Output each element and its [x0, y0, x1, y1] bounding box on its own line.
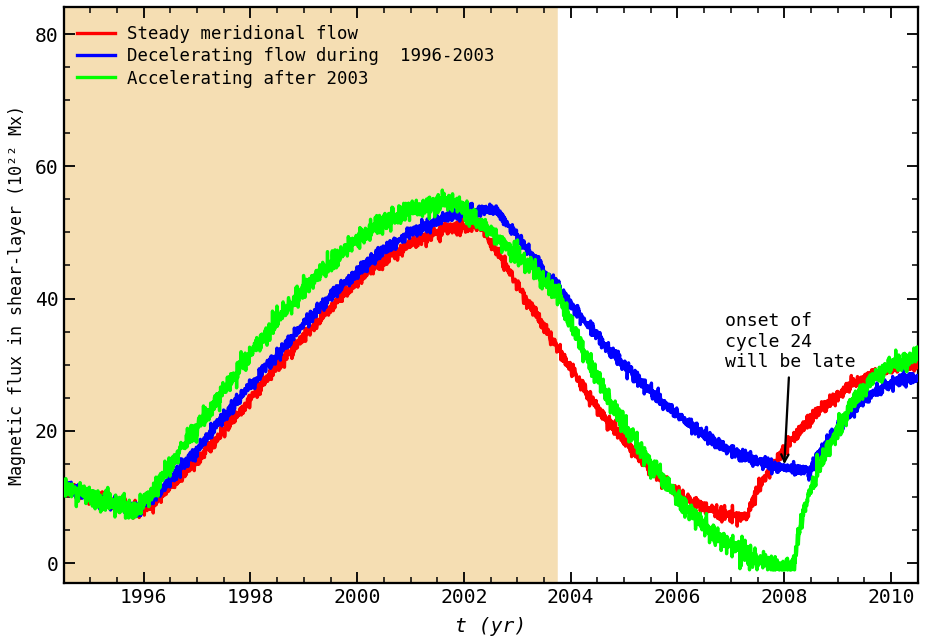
Bar: [64, 8, 557, 583]
Y-axis label: Magnetic flux in shear-layer (10²² Mx): Magnetic flux in shear-layer (10²² Mx): [7, 105, 26, 485]
Legend: Steady meridional flow, Decelerating flow during  1996-2003, Accelerating after : Steady meridional flow, Decelerating flo…: [77, 25, 494, 87]
X-axis label: t (yr): t (yr): [455, 617, 526, 635]
Text: onset of
cycle 24
will be late: onset of cycle 24 will be late: [725, 312, 856, 462]
